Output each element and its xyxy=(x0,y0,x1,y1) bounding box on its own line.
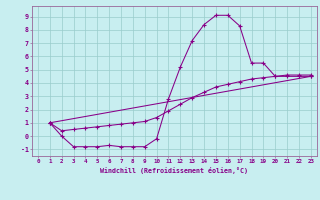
X-axis label: Windchill (Refroidissement éolien,°C): Windchill (Refroidissement éolien,°C) xyxy=(100,167,248,174)
